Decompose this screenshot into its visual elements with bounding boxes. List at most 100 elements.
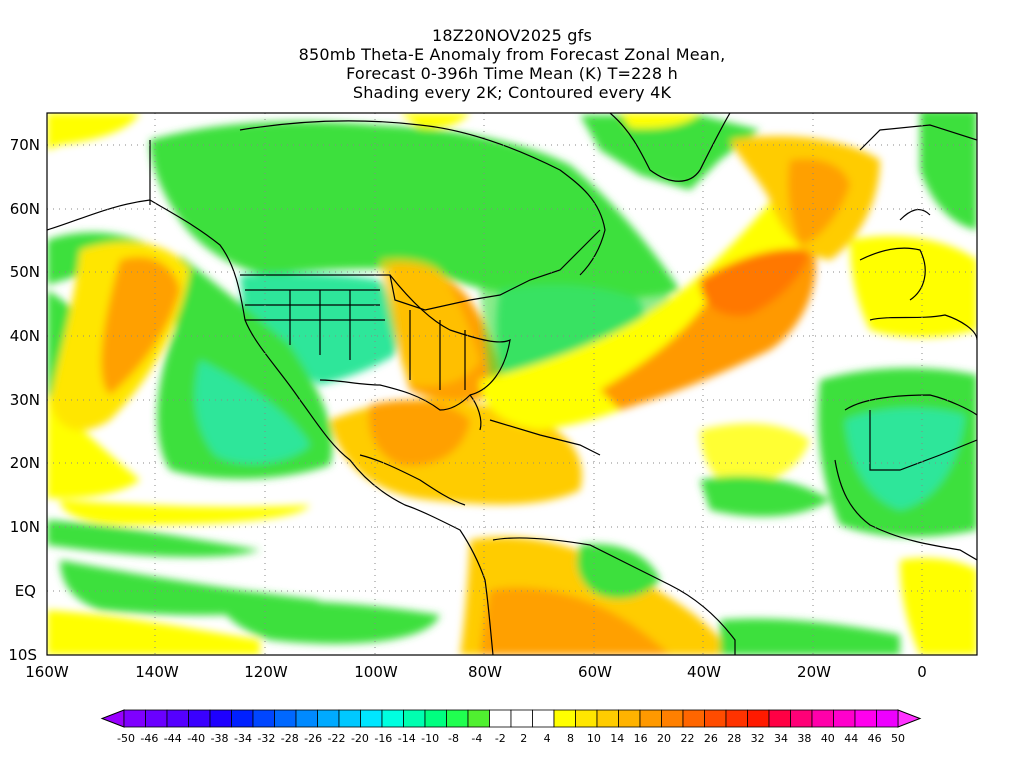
colorbar-swatch [295,709,318,728]
colorbar-label: 40 [821,732,835,745]
colorbar-label: -14 [398,732,416,745]
colorbar-label: -2 [495,732,506,745]
colorbar-swatch [467,709,490,728]
colorbar-swatch [833,709,856,728]
colorbar-swatch [209,709,232,728]
colorbar-label: 38 [797,732,811,745]
colorbar-label: -38 [211,732,229,745]
colorbar-label: -44 [164,732,182,745]
colorbar-swatch [274,709,297,728]
colorbar-label: 4 [544,732,551,745]
lat-label: EQ [15,582,36,600]
lon-label: 80W [468,663,502,681]
colorbar-swatch [725,709,748,728]
colorbar-label: -50 [117,732,135,745]
colorbar-swatch [166,709,189,728]
colorbar-swatch [188,709,211,728]
colorbar-label: -20 [351,732,369,745]
shaded-field [47,113,977,655]
lon-label: 40W [687,663,721,681]
colorbar-arrow-right [897,709,922,728]
colorbar-label: 50 [891,732,905,745]
colorbar-label: -8 [448,732,459,745]
colorbar-label: -26 [304,732,322,745]
title-line-3: Forecast 0-396h Time Mean (K) T=228 h [346,64,678,83]
title-line-1: 18Z20NOV2025 gfs [431,26,593,45]
colorbar-swatch [446,709,469,728]
colorbar-label: -16 [374,732,392,745]
lon-label: 0 [917,663,927,681]
lat-label: 60N [10,200,40,218]
lon-label: 120W [244,663,288,681]
colorbar-label: 10 [587,732,601,745]
colorbar-label: -10 [421,732,439,745]
title-line-4: Shading every 2K; Contoured every 4K [352,83,672,102]
colorbar-swatch [768,709,791,728]
colorbar-swatch [790,709,813,728]
lon-label: 140W [135,663,179,681]
colorbar-label: 8 [567,732,574,745]
latitude-labels: 70N 60N 50N 40N 30N 20N 10N EQ 10S [8,136,40,664]
colorbar-label: 2 [520,732,527,745]
colorbar-label: 22 [680,732,694,745]
lat-label: 10S [8,646,37,664]
colorbar-label: -34 [234,732,252,745]
colorbar-swatch [489,709,512,728]
colorbar-swatch [123,709,146,728]
colorbar-swatch [252,709,275,728]
lat-label: 40N [10,327,40,345]
colorbar-swatch [338,709,361,728]
colorbar-arrow-left [100,709,125,728]
map-title: 18Z20NOV2025 gfs 850mb Theta-E Anomaly f… [0,26,1024,102]
colorbar-swatch [618,709,641,728]
lat-label: 50N [10,263,40,281]
coastlines [47,113,977,655]
colorbar-label: -22 [328,732,346,745]
lat-label: 70N [10,136,40,154]
colorbar-label: 46 [868,732,882,745]
colorbar-label: -46 [140,732,158,745]
colorbar-label: -4 [471,732,482,745]
colorbar-swatch [424,709,447,728]
colorbar-swatch [704,709,727,728]
lon-label: 100W [354,663,398,681]
colorbar-label: 32 [751,732,765,745]
graticule [47,113,977,655]
colorbar-swatch [360,709,383,728]
colorbar-label: 16 [634,732,648,745]
colorbar-swatch [317,709,340,728]
colorbar-swatch [596,709,619,728]
colorbar-label: 26 [704,732,718,745]
colorbar-swatch [854,709,877,728]
colorbar-label: -32 [257,732,275,745]
colorbar-label: 14 [610,732,624,745]
colorbar-swatch [231,709,254,728]
lat-label: 30N [10,391,40,409]
colorbar: -50 -46 -44 -40 -38 -34 -32 -28 -26 -22 -20 -16 -14-… [100,709,922,745]
colorbar-swatch [682,709,705,728]
map-frame [46,112,978,656]
colorbar-swatch [876,709,899,728]
colorbar-swatch [575,709,598,728]
lon-label: 60W [578,663,612,681]
colorbar-swatch [747,709,770,728]
colorbar-swatch [510,709,533,728]
lat-label: 10N [10,518,40,536]
longitude-labels: 160W 140W 120W 100W 80W 60W 40W 20W 0 [25,663,927,681]
colorbar-swatch [553,709,576,728]
colorbar-label: 44 [844,732,858,745]
colorbar-label: 34 [774,732,788,745]
colorbar-swatch [145,709,168,728]
colorbar-swatch [532,709,555,728]
colorbar-swatch [381,709,404,728]
colorbar-label: 28 [727,732,741,745]
colorbar-swatch [811,709,834,728]
title-line-2: 850mb Theta-E Anomaly from Forecast Zona… [298,45,726,64]
colorbar-swatch [661,709,684,728]
lon-label: 20W [797,663,831,681]
colorbar-swatch [403,709,426,728]
lat-label: 20N [10,454,40,472]
colorbar-label: -28 [281,732,299,745]
colorbar-label: 20 [657,732,671,745]
colorbar-swatch [639,709,662,728]
